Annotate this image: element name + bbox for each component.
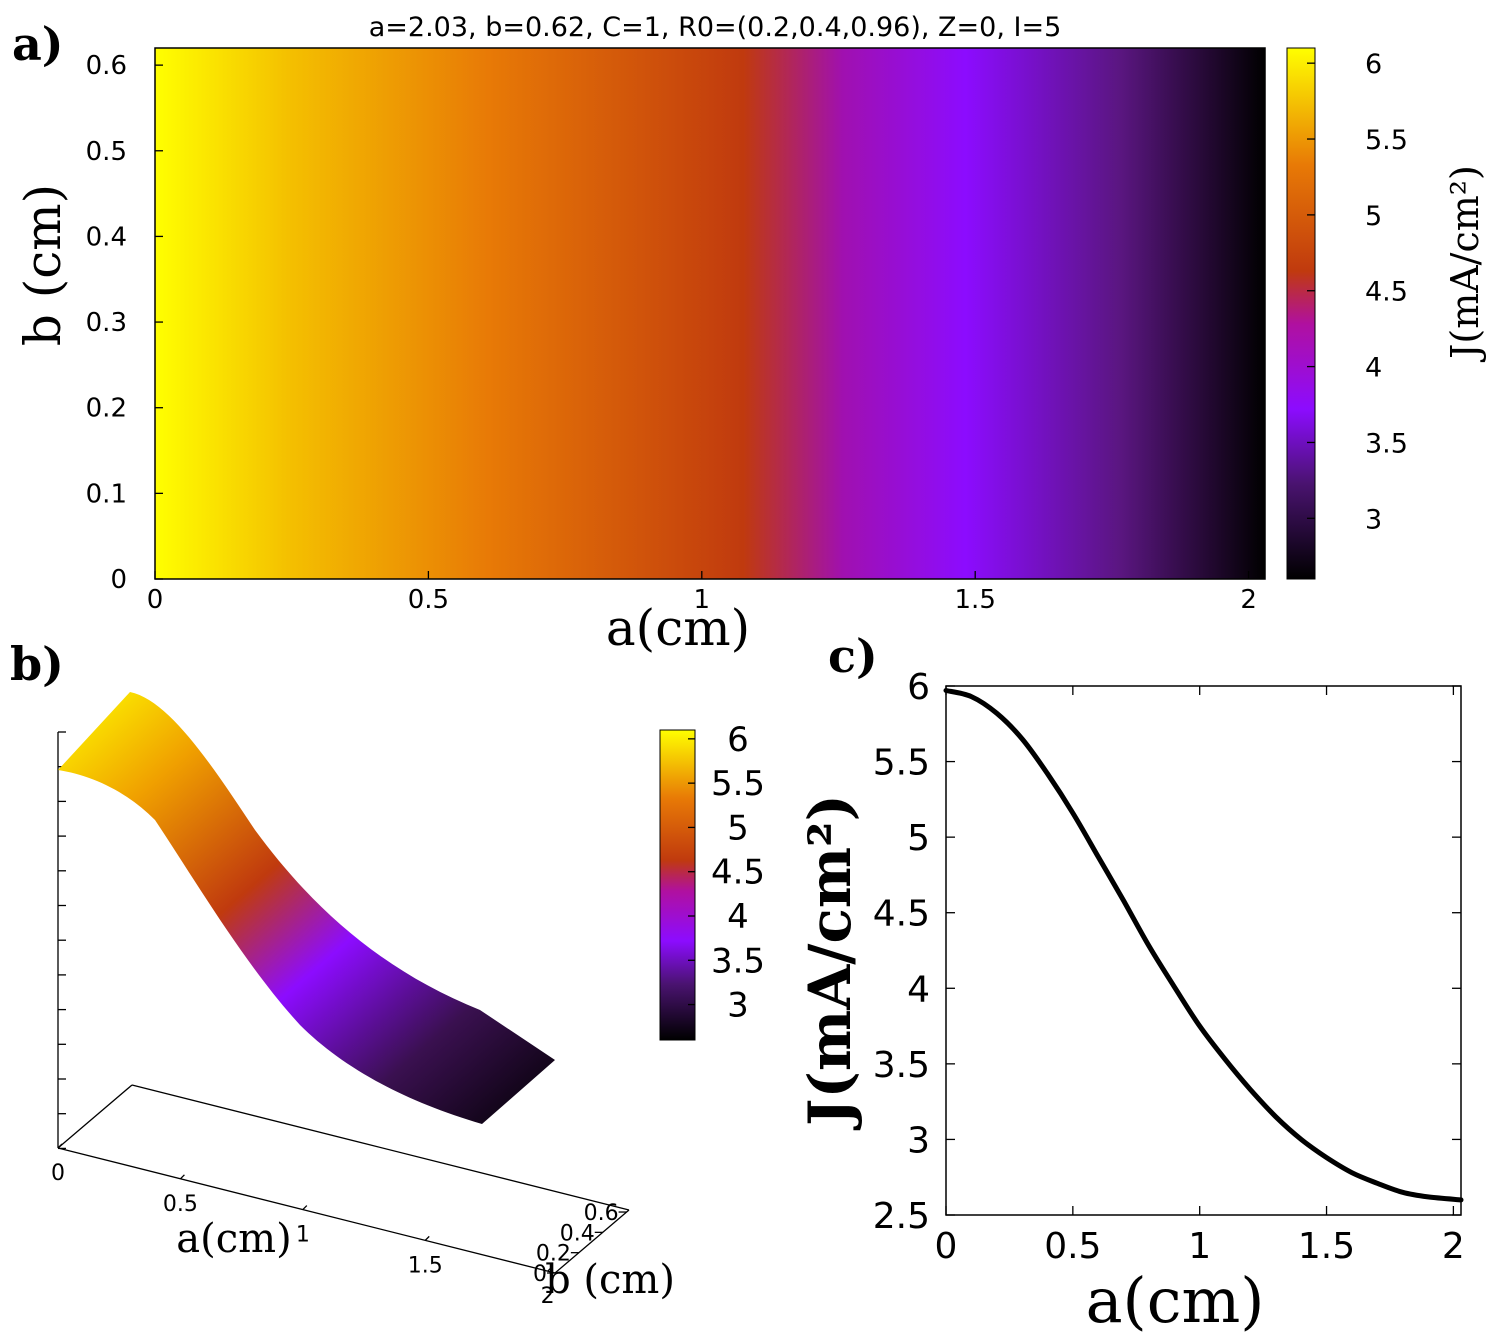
surface-y-label: b (cm) [545,1257,675,1303]
surface-a-tick-mark [547,1266,553,1272]
heatmap-y-axis: 0 0.1 0.2 0.3 0.4 0.5 0.6 [86,51,163,595]
surface-colorbar-tick-label: 5 [727,808,749,848]
line-plot-y-tick-label: 2.5 [873,1196,930,1237]
series-line-J [943,688,1464,1203]
heatmap [155,48,1265,579]
surface-colorbar-tick-label: 4.5 [711,853,765,893]
surface-a-tick-mark [424,1235,430,1241]
panel-a-title: a=2.03, b=0.62, C=1, R0=(0.2,0.4,0.96), … [369,12,1062,43]
heatmap-x-tick-label: 1 [694,585,711,615]
surface-z-ticks [58,731,66,1150]
line-plot-y-label: J(mA/cm²) [796,794,864,1131]
line-plot-y-tick-label: 5 [907,818,930,859]
surface-a-tick-label: 2 [541,1284,555,1309]
surface-a-tick-label: 0 [51,1161,65,1186]
surface-colorbar-tick-label: 3 [727,986,749,1026]
surface-a-tick-mark [179,1174,185,1180]
panel-a-label: a) [12,17,64,71]
heatmap-x-tick-label: 1.5 [955,585,996,615]
panel-a: a) a=2.03, b=0.62, C=1, R0=(0.2,0.4,0.96… [12,12,1487,657]
surface-b-side-line [554,1209,630,1274]
panel-c-label: c) [828,629,878,683]
heatmap-y-tick-label: 0.5 [86,137,127,167]
line-plot-y-tick-label: 3 [907,1120,930,1161]
line-plot-x-axis: 0 0.5 1 1.5 2 [935,686,1465,1267]
heatmap-x-tick-label: 0.5 [408,585,449,615]
heatmap-y-tick-label: 0.1 [86,479,127,509]
surface-b-tick-label: 0.4 [560,1221,595,1246]
heatmap-colorbar [1286,47,1316,580]
line-plot-y-tick-label: 4.5 [873,894,930,935]
colorbar-tick-label: 3.5 [1365,428,1408,459]
colorbar-tick-label: 4.5 [1365,277,1408,308]
line-plot-y-tick-label: 3.5 [873,1045,930,1086]
heatmap-colorbar-ticks: 3 3.5 4 4.5 5 5.5 6 [1307,49,1408,535]
surface-a-tick-mark [302,1205,308,1211]
line-plot-frame [945,685,1462,1216]
heatmap-x-axis: 0 0.5 1 1.5 2 [147,571,1257,615]
surface-colorbar-tick-label: 4 [727,897,749,937]
heatmap-x-label: a(cm) [606,599,750,657]
line-plot-y-tick-label: 5.5 [873,743,930,784]
surface-a-back-line [131,1084,630,1211]
surface-b-axis-line [57,1084,133,1149]
colorbar-tick-label: 5 [1365,201,1382,232]
line-plot-x-tick-label: 0.5 [1044,1226,1101,1267]
heatmap-y-tick-label: 0.4 [86,222,127,252]
line-plot-x-tick-label: 0 [935,1226,958,1267]
line-plot-x-label: a(cm) [1086,1264,1265,1337]
heatmap-y-tick-label: 0 [110,565,127,595]
heatmap-y-label: b (cm) [14,184,72,346]
surface-b-tick-label: 0.6 [584,1201,619,1226]
surface-a-axis-line [57,1147,556,1274]
heatmap-frame [154,47,1266,580]
line-plot-x-tick-label: 1 [1188,1226,1211,1267]
surface-a-tick-label: 1.5 [408,1253,443,1278]
surface [58,692,555,1124]
colorbar-tick-label: 4 [1365,353,1382,384]
line-plot-y-tick-label: 6 [907,667,930,708]
surface-b-tick-label: 0.2 [536,1242,571,1267]
surface-a-tick-label: 0.5 [163,1192,198,1217]
heatmap-y-tick-label: 0.3 [86,308,127,338]
surface-a-tick-mark [57,1143,63,1149]
colorbar-tick-label: 6 [1365,49,1382,80]
heatmap-x-tick-label: 0 [147,585,164,615]
line-plot-x-tick-label: 1.5 [1298,1226,1355,1267]
surface-a-tick-label: 1 [296,1223,310,1248]
surface-colorbar-tick-label: 6 [727,720,749,760]
panel-c: c) 0 0.5 1 1.5 2 2.5 3 3.5 4 4.5 5 5.5 6 a(cm) J(mA… [796,629,1465,1337]
line-plot-x-tick-label: 2 [1442,1226,1465,1267]
heatmap-y-tick-label: 0.2 [86,394,127,424]
heatmap-x-tick-label: 2 [1240,585,1257,615]
surface-colorbar [659,729,696,1041]
heatmap-y-tick-label: 0.6 [86,51,127,81]
heatmap-colorbar-label: J(mA/cm²) [1443,165,1487,363]
line-plot-y-axis: 2.5 3 3.5 4 4.5 5 5.5 6 [873,667,1461,1237]
colorbar-tick-label: 5.5 [1365,125,1408,156]
line-plot-y-tick-label: 4 [907,969,930,1010]
surface-colorbar-ticks: 3 3.544.5 55.56 [688,720,765,1026]
surface-colorbar-tick-label: 5.5 [711,764,765,804]
surface-b-tick-label: 0 [533,1262,547,1287]
panel-b-label: b) [10,637,64,691]
colorbar-tick-label: 3 [1365,504,1382,535]
surface-colorbar-tick-label: 3.5 [711,941,765,981]
surface-x-label: a(cm) [176,1216,291,1262]
